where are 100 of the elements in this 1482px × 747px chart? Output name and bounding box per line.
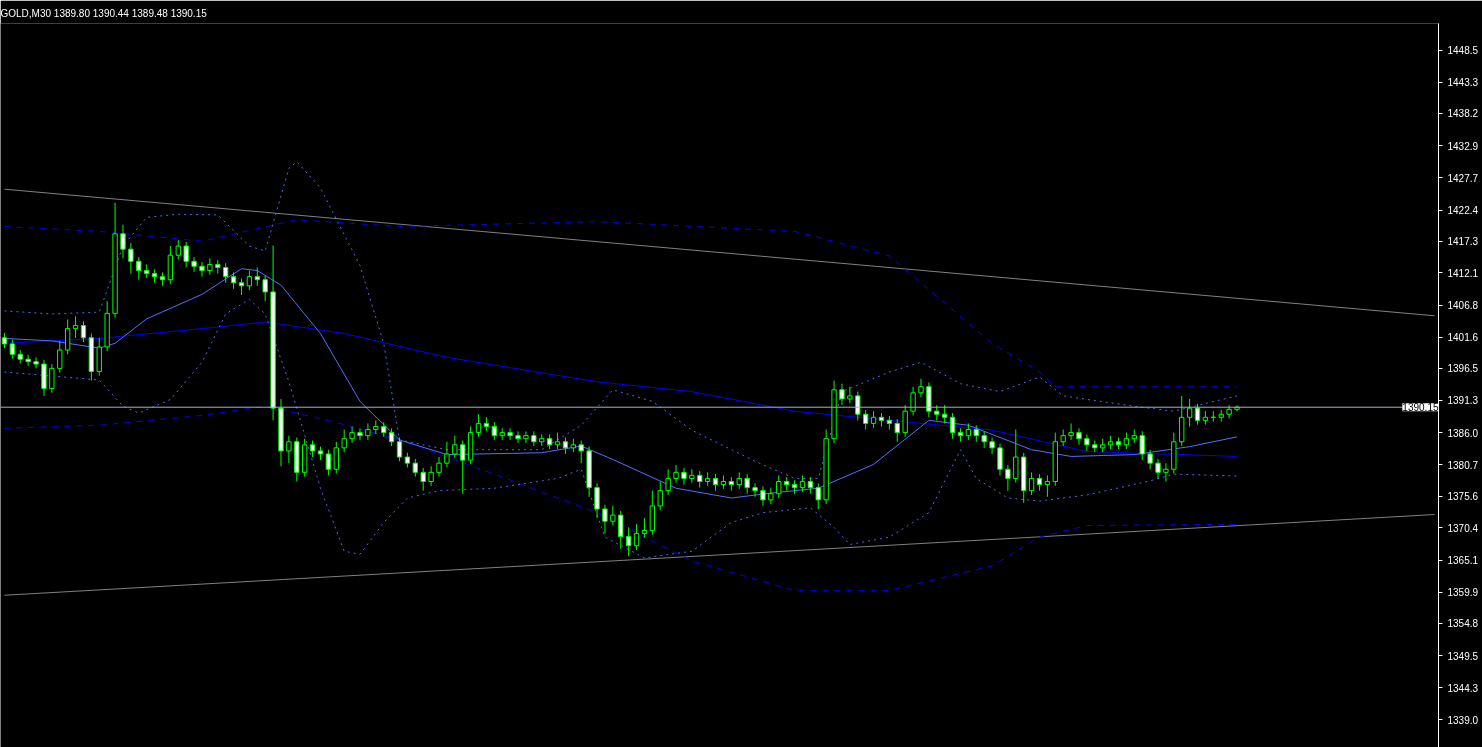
candlestick (1194, 403, 1201, 426)
candlestick (33, 356, 39, 369)
candlestick (768, 487, 774, 505)
candlestick (1226, 404, 1232, 420)
candlestick (1068, 422, 1074, 441)
candlestick (80, 320, 87, 343)
candlestick (902, 404, 908, 438)
line-series (3, 298, 1238, 559)
candlestick (333, 441, 339, 475)
line-series (3, 219, 1238, 388)
y-tick-label: 1370.4 (1447, 522, 1479, 534)
candlestick (1076, 427, 1082, 446)
candlestick (1186, 398, 1193, 427)
candlestick (1139, 430, 1145, 461)
candlestick (1163, 462, 1169, 482)
candlestick (657, 481, 663, 511)
y-tick-label: 1349.5 (1447, 650, 1479, 662)
candlestick (1084, 433, 1090, 452)
candlestick (1005, 464, 1011, 492)
candlestick (523, 430, 529, 444)
candlestick (436, 456, 442, 478)
y-tick-label: 1359.9 (1447, 587, 1479, 599)
candlestick (64, 318, 71, 355)
candlestick (183, 241, 189, 268)
candlestick (949, 412, 956, 440)
candlestick (997, 443, 1003, 476)
candlestick (325, 449, 332, 476)
candlestick (128, 242, 134, 275)
candlestick (365, 422, 371, 441)
y-tick-label: 1380.7 (1447, 459, 1479, 471)
candlestick (1147, 449, 1153, 470)
candlestick (1028, 471, 1035, 496)
candlestick (1013, 429, 1019, 484)
candlestick (1044, 474, 1051, 498)
candlestick (460, 440, 466, 495)
candlestick (262, 274, 268, 302)
candlestick (396, 436, 403, 462)
y-tick-label: 1448.5 (1447, 45, 1479, 57)
candlestick (444, 441, 450, 468)
candlestick (610, 505, 616, 527)
candlestick (175, 239, 181, 261)
candlestick (191, 256, 197, 273)
candlestick (633, 523, 640, 551)
y-tick-label: 1401.6 (1447, 332, 1479, 344)
candlestick (341, 429, 347, 453)
y-tick-label: 1406.8 (1447, 300, 1479, 312)
candlestick (9, 339, 16, 360)
candlestick (625, 526, 632, 557)
candlestick (507, 427, 513, 441)
candlestick (452, 435, 458, 459)
candlestick (681, 467, 687, 486)
candlestick (1155, 458, 1161, 479)
candlestick (594, 482, 600, 519)
candlestick (673, 464, 679, 484)
y-tick-label: 1443.3 (1447, 77, 1479, 89)
candlestick (120, 224, 126, 259)
y-tick-label: 1427.7 (1447, 172, 1479, 184)
y-tick-label: 1412.1 (1447, 267, 1479, 279)
candlestick (910, 386, 916, 416)
line-series (3, 161, 1238, 479)
candlestick (136, 256, 142, 281)
candlestick (760, 485, 766, 507)
y-tick-label: 1396.5 (1447, 363, 1479, 375)
line-series (3, 405, 1238, 591)
ref-line-label: 1390.15 (1402, 402, 1439, 414)
candlestick (420, 467, 426, 492)
candlestick (863, 409, 869, 431)
candlestick (752, 482, 758, 498)
candlestick (349, 425, 355, 444)
candlestick (199, 261, 205, 278)
candlestick (918, 378, 924, 398)
candlestick (855, 391, 861, 421)
y-tick-label: 1438.2 (1447, 108, 1479, 120)
candlestick (72, 315, 79, 339)
candlestick (246, 270, 253, 291)
candlestick (57, 340, 63, 374)
candlestick (286, 435, 292, 464)
candlestick (475, 413, 482, 438)
chart-title: GOLD,M30 1389.80 1390.44 1389.48 1390.15 (0, 7, 208, 19)
candlestick (578, 440, 584, 464)
y-tick-label: 1344.3 (1447, 682, 1479, 694)
y-tick-label: 1339.0 (1447, 714, 1479, 726)
candlestick (49, 363, 55, 394)
y-tick-label: 1422.4 (1447, 205, 1479, 216)
y-tick-label: 1365.1 (1447, 555, 1479, 567)
candlestick (602, 504, 608, 534)
candlestick (815, 482, 821, 510)
candlestick (207, 257, 213, 276)
candlestick (894, 418, 900, 443)
y-tick-label: 1354.8 (1447, 618, 1479, 630)
candlestick (618, 510, 624, 550)
candlestick (942, 404, 948, 424)
y-tick-label: 1417.3 (1447, 236, 1479, 248)
candlestick (223, 262, 229, 284)
y-tick-label: 1391.3 (1447, 395, 1479, 407)
candlestick (847, 386, 853, 404)
y-tick-label: 1386.0 (1447, 427, 1479, 439)
candlestick (254, 266, 260, 287)
candlestick (428, 465, 434, 487)
y-tick-label: 1375.6 (1447, 491, 1479, 503)
